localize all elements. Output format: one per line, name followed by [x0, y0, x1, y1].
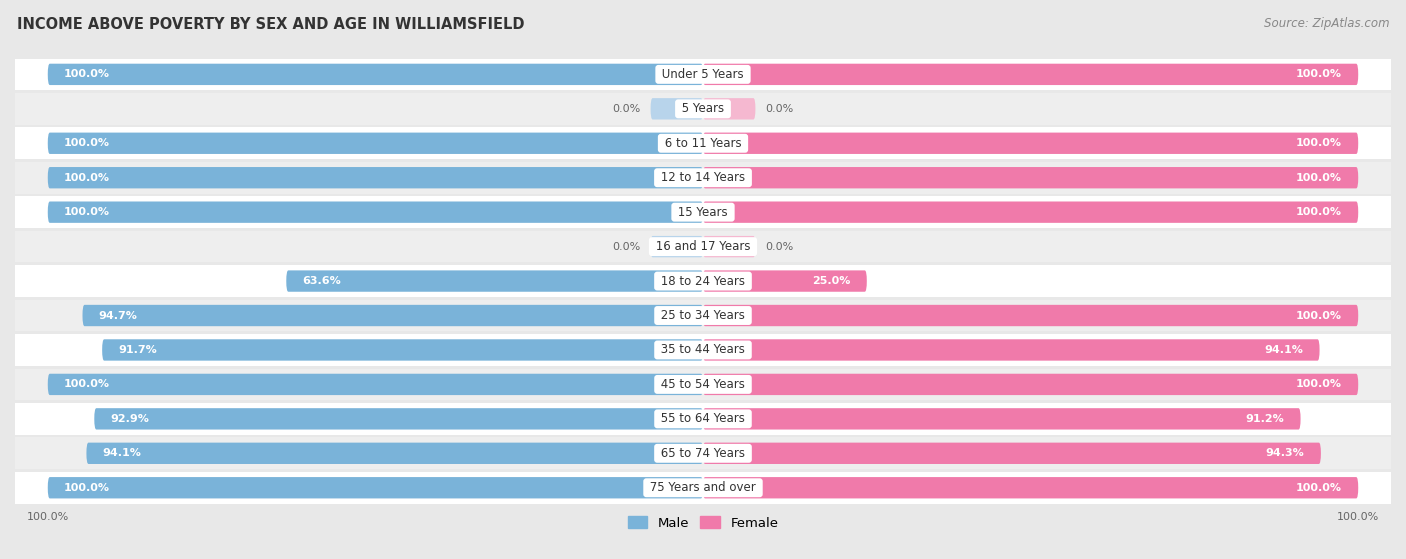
Bar: [15, 127, 703, 159]
FancyBboxPatch shape: [94, 408, 703, 429]
Bar: [703, 334, 1391, 366]
Bar: [703, 93, 1391, 125]
Text: 100.0%: 100.0%: [1296, 69, 1341, 79]
Legend: Male, Female: Male, Female: [623, 511, 783, 535]
Bar: [703, 162, 1391, 193]
Text: 0.0%: 0.0%: [765, 104, 793, 114]
Text: 94.3%: 94.3%: [1265, 448, 1305, 458]
Bar: [703, 438, 1391, 469]
Bar: [15, 59, 703, 90]
FancyBboxPatch shape: [48, 64, 703, 85]
FancyBboxPatch shape: [703, 443, 1320, 464]
Text: 91.7%: 91.7%: [118, 345, 157, 355]
FancyBboxPatch shape: [103, 339, 703, 361]
Bar: [15, 334, 703, 366]
FancyBboxPatch shape: [48, 374, 703, 395]
Bar: [15, 93, 703, 125]
Bar: [703, 127, 1391, 159]
Text: 75 Years and over: 75 Years and over: [647, 481, 759, 494]
Text: 55 to 64 Years: 55 to 64 Years: [657, 413, 749, 425]
Text: 100.0%: 100.0%: [1296, 173, 1341, 183]
Text: 0.0%: 0.0%: [613, 104, 641, 114]
Text: 92.9%: 92.9%: [111, 414, 149, 424]
FancyBboxPatch shape: [86, 443, 703, 464]
FancyBboxPatch shape: [703, 339, 1320, 361]
Bar: [703, 403, 1391, 435]
FancyBboxPatch shape: [48, 167, 703, 188]
Bar: [703, 231, 1391, 263]
Bar: [703, 196, 1391, 228]
FancyBboxPatch shape: [703, 477, 1358, 499]
FancyBboxPatch shape: [703, 305, 1358, 326]
Bar: [15, 196, 703, 228]
FancyBboxPatch shape: [651, 98, 703, 120]
Bar: [703, 368, 1391, 400]
FancyBboxPatch shape: [703, 271, 868, 292]
FancyBboxPatch shape: [703, 201, 1358, 223]
FancyBboxPatch shape: [703, 98, 755, 120]
Bar: [703, 300, 1391, 331]
Text: 94.1%: 94.1%: [103, 448, 142, 458]
Text: 63.6%: 63.6%: [302, 276, 342, 286]
Text: 25.0%: 25.0%: [813, 276, 851, 286]
Text: 91.2%: 91.2%: [1246, 414, 1284, 424]
FancyBboxPatch shape: [48, 132, 703, 154]
FancyBboxPatch shape: [48, 201, 703, 223]
FancyBboxPatch shape: [703, 236, 755, 257]
Bar: [15, 368, 703, 400]
FancyBboxPatch shape: [83, 305, 703, 326]
Text: 100.0%: 100.0%: [27, 512, 69, 522]
Bar: [15, 162, 703, 193]
FancyBboxPatch shape: [703, 132, 1358, 154]
Bar: [15, 231, 703, 263]
Text: Source: ZipAtlas.com: Source: ZipAtlas.com: [1264, 17, 1389, 30]
FancyBboxPatch shape: [287, 271, 703, 292]
Bar: [15, 403, 703, 435]
Text: 0.0%: 0.0%: [765, 241, 793, 252]
FancyBboxPatch shape: [651, 236, 703, 257]
Text: 65 to 74 Years: 65 to 74 Years: [657, 447, 749, 460]
Text: 100.0%: 100.0%: [65, 138, 110, 148]
FancyBboxPatch shape: [703, 167, 1358, 188]
Text: Under 5 Years: Under 5 Years: [658, 68, 748, 81]
Text: 100.0%: 100.0%: [65, 173, 110, 183]
Bar: [15, 438, 703, 469]
Text: 100.0%: 100.0%: [65, 69, 110, 79]
Bar: [703, 265, 1391, 297]
FancyBboxPatch shape: [703, 408, 1301, 429]
Text: 100.0%: 100.0%: [1296, 138, 1341, 148]
Text: 94.7%: 94.7%: [98, 310, 138, 320]
Text: 25 to 34 Years: 25 to 34 Years: [657, 309, 749, 322]
Text: 100.0%: 100.0%: [65, 380, 110, 390]
Text: 18 to 24 Years: 18 to 24 Years: [657, 274, 749, 287]
FancyBboxPatch shape: [703, 374, 1358, 395]
Text: 0.0%: 0.0%: [613, 241, 641, 252]
Text: 100.0%: 100.0%: [65, 483, 110, 492]
Text: 6 to 11 Years: 6 to 11 Years: [661, 137, 745, 150]
Text: 94.1%: 94.1%: [1264, 345, 1303, 355]
Text: 100.0%: 100.0%: [1296, 310, 1341, 320]
Bar: [703, 59, 1391, 90]
Text: 100.0%: 100.0%: [1296, 380, 1341, 390]
Text: 12 to 14 Years: 12 to 14 Years: [657, 171, 749, 184]
Text: 16 and 17 Years: 16 and 17 Years: [652, 240, 754, 253]
Text: 100.0%: 100.0%: [1337, 512, 1379, 522]
Text: 100.0%: 100.0%: [1296, 483, 1341, 492]
Text: 100.0%: 100.0%: [65, 207, 110, 217]
Bar: [15, 472, 703, 504]
Bar: [15, 265, 703, 297]
Bar: [703, 472, 1391, 504]
Bar: [15, 300, 703, 331]
Text: 5 Years: 5 Years: [678, 102, 728, 115]
Text: 35 to 44 Years: 35 to 44 Years: [657, 343, 749, 357]
FancyBboxPatch shape: [48, 477, 703, 499]
FancyBboxPatch shape: [703, 64, 1358, 85]
Text: INCOME ABOVE POVERTY BY SEX AND AGE IN WILLIAMSFIELD: INCOME ABOVE POVERTY BY SEX AND AGE IN W…: [17, 17, 524, 32]
Text: 45 to 54 Years: 45 to 54 Years: [657, 378, 749, 391]
Text: 15 Years: 15 Years: [675, 206, 731, 219]
Text: 100.0%: 100.0%: [1296, 207, 1341, 217]
